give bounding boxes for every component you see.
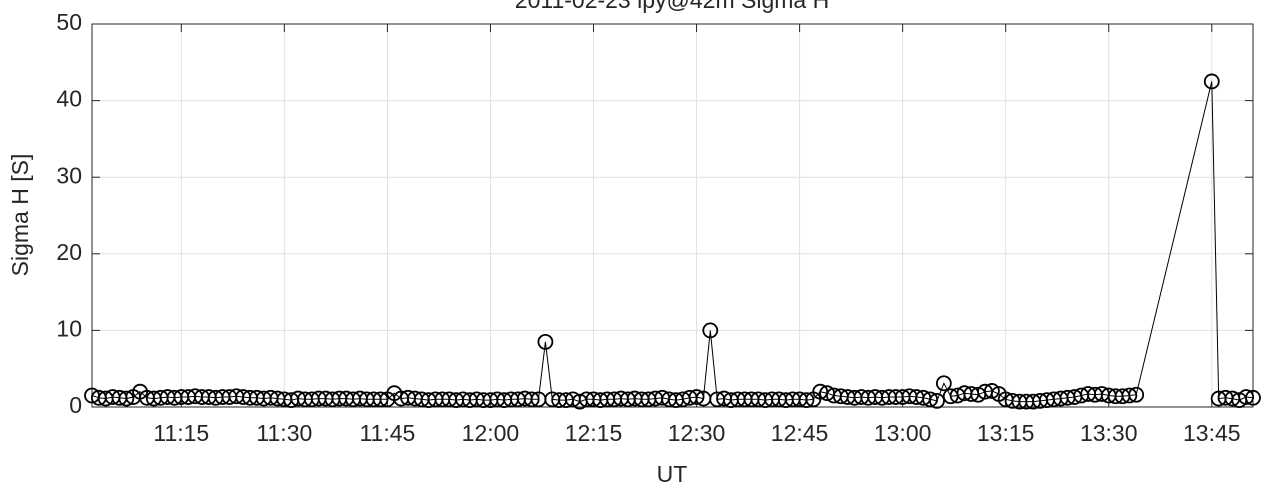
x-tick-label: 13:15 (977, 420, 1035, 446)
data-point (537, 333, 554, 350)
x-tick-label: 12:30 (668, 420, 726, 446)
y-tick-label: 40 (56, 86, 82, 112)
data-point (798, 392, 815, 409)
data-point (929, 392, 945, 409)
data-point (1245, 389, 1261, 406)
data-point (118, 390, 135, 407)
x-tick-label: 11:45 (359, 420, 415, 446)
x-tick-label: 12:15 (565, 420, 623, 446)
x-tick-label: 13:30 (1080, 420, 1138, 446)
x-tick-label: 12:45 (771, 420, 829, 446)
data-point (922, 391, 939, 408)
data-point (688, 389, 705, 405)
y-tick-label: 30 (56, 162, 82, 188)
data-point (702, 322, 719, 339)
data-point (1238, 389, 1255, 405)
data-line (91, 81, 1254, 403)
plot-area (92, 24, 1253, 407)
data-point (523, 391, 540, 408)
y-tick-label: 50 (56, 9, 82, 35)
y-tick-label: 20 (56, 239, 82, 265)
data-point (1203, 73, 1220, 90)
data-point (372, 391, 389, 408)
data-point (984, 383, 1000, 399)
x-tick-label: 13:45 (1183, 420, 1241, 446)
data-point (935, 375, 952, 392)
data-point (1128, 386, 1145, 403)
data-point (1121, 387, 1138, 404)
x-tick-label: 12:00 (462, 420, 520, 446)
x-tick-label: 11:15 (153, 420, 209, 446)
y-axis-label: Sigma H [S] (7, 154, 33, 277)
x-tick-label: 11:30 (256, 420, 312, 446)
y-tick-label: 10 (56, 315, 82, 341)
x-axis-label: UT (657, 461, 688, 487)
x-tick-label: 13:00 (874, 420, 932, 446)
y-tick-label: 0 (69, 392, 82, 418)
chart-title: 2011-02-23 ipy@42m Sigma H (515, 0, 829, 13)
